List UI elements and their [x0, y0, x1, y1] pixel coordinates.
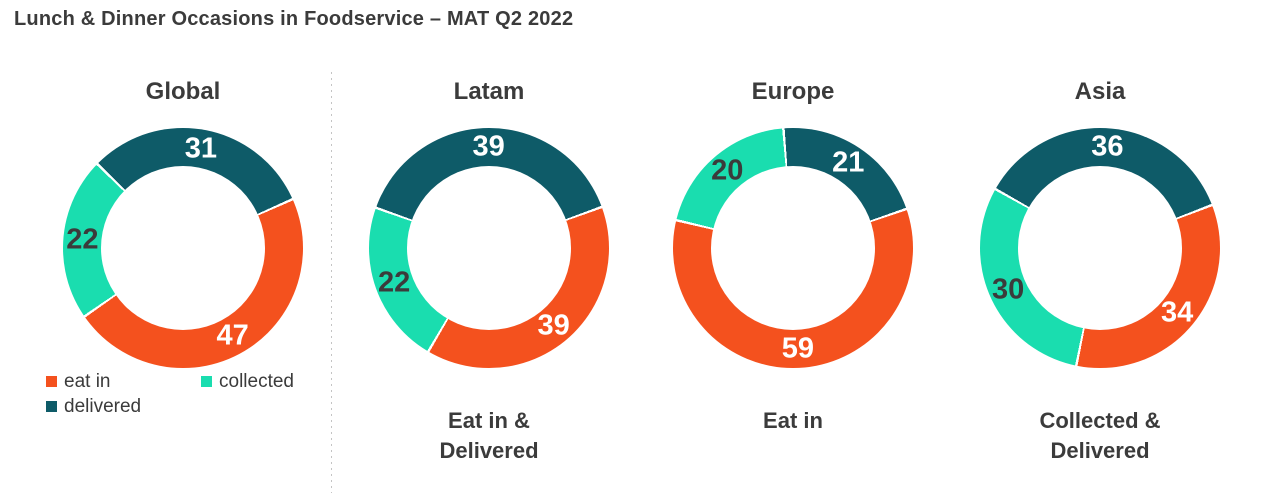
chart-section-asia: Asia 34 30 36 Collected & Delivered [980, 78, 1220, 478]
chart-title: Latam [453, 78, 525, 105]
donut-chart-latam: 39 22 39 [369, 128, 609, 368]
donut-chart-global: 47 22 31 [63, 128, 303, 368]
chart-title: Europe [751, 78, 835, 105]
chart-caption: Eat in & Delivered [439, 408, 539, 463]
chart-section-europe: Europe 59 20 21 Eat in [673, 78, 913, 478]
donut-hole [101, 166, 265, 330]
donut-chart-asia: 34 30 36 [980, 128, 1220, 368]
chart-caption: Collected & Delivered [1039, 408, 1161, 463]
legend-item-delivered: delivered [46, 394, 201, 419]
legend-item-collected: collected [201, 369, 294, 394]
legend-label: delivered [64, 395, 142, 417]
segment-value-label: 31 [184, 132, 218, 165]
segment-value-label: 22 [66, 223, 99, 256]
segment-value-label: 36 [1091, 130, 1124, 163]
legend-swatch-eat-in [46, 376, 57, 387]
segment-value-label: 30 [992, 273, 1025, 306]
legend-label: collected [219, 370, 294, 392]
page-title: Lunch & Dinner Occasions in Foodservice … [14, 8, 574, 30]
dashed-separator [331, 72, 332, 493]
chart-section-global: Global 47 22 31 [63, 78, 303, 478]
segment-value-label: 20 [711, 154, 744, 187]
donut-hole [407, 166, 571, 330]
chart-title: Global [145, 78, 221, 105]
segment-value-label: 59 [781, 332, 815, 365]
chart-caption: Eat in [763, 408, 823, 433]
chart-section-latam: Latam 39 22 39 Eat in & Delivered [369, 78, 609, 478]
legend: eat in delivered collected [46, 369, 294, 419]
donut-hole [711, 166, 875, 330]
legend-swatch-collected [201, 376, 212, 387]
segment-value-label: 21 [832, 146, 865, 179]
chart-title: Asia [1074, 78, 1126, 105]
legend-swatch-delivered [46, 401, 57, 412]
legend-label: eat in [64, 370, 111, 392]
legend-item-eat-in: eat in [46, 369, 201, 394]
segment-value-label: 47 [216, 319, 249, 352]
segment-value-label: 22 [377, 266, 411, 299]
segment-value-label: 39 [472, 130, 505, 163]
donut-hole [1018, 166, 1182, 330]
segment-value-label: 39 [537, 309, 570, 342]
donut-chart-europe: 59 20 21 [673, 128, 913, 368]
segment-value-label: 34 [1161, 296, 1194, 329]
